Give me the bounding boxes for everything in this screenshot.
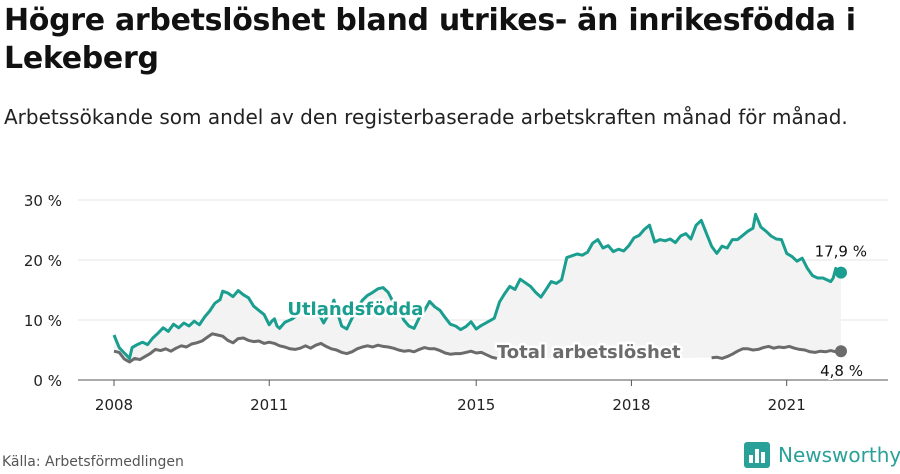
y-tick-label: 30 % — [24, 192, 62, 210]
newsworthy-brand: Newsworthy — [778, 443, 900, 467]
end-point-total — [835, 345, 847, 358]
x-tick-label: 2008 — [95, 396, 133, 414]
series-label-total: Total arbetslöshet — [497, 342, 681, 363]
y-tick-label: 0 % — [33, 372, 62, 390]
line-chart: 0 % 10 % 20 % 30 % 2008 2011 2015 2018 2021 Utlan… — [24, 192, 888, 414]
y-tick-label: 20 % — [24, 252, 62, 270]
series-line-total — [113, 332, 498, 364]
end-point-utlandsfodda — [835, 266, 847, 279]
gap-band — [114, 214, 841, 362]
x-tick-label: 2015 — [457, 396, 495, 414]
series-label-utlandsfodda: Utlandsfödda — [287, 299, 423, 320]
newsworthy-logo: Newsworthy — [744, 442, 900, 468]
y-tick-label: 10 % — [24, 312, 62, 330]
series-line-utlandsfodda — [112, 212, 841, 360]
series-line-total — [711, 344, 842, 360]
end-label-utlandsfodda: 17,9 % — [815, 243, 867, 261]
end-label-total: 4,8 % — [820, 362, 863, 380]
x-tick-label: 2021 — [768, 396, 806, 414]
x-tick-label: 2011 — [250, 396, 288, 414]
chart-subtitle: Arbetssökande som andel av den registerb… — [4, 105, 848, 129]
source-note: Källa: Arbetsförmedlingen — [2, 454, 184, 470]
chart-title: Högre arbetslöshet bland utrikes- än inr… — [4, 3, 856, 76]
newsworthy-logo-icon — [744, 442, 770, 468]
x-tick-label: 2018 — [612, 396, 650, 414]
